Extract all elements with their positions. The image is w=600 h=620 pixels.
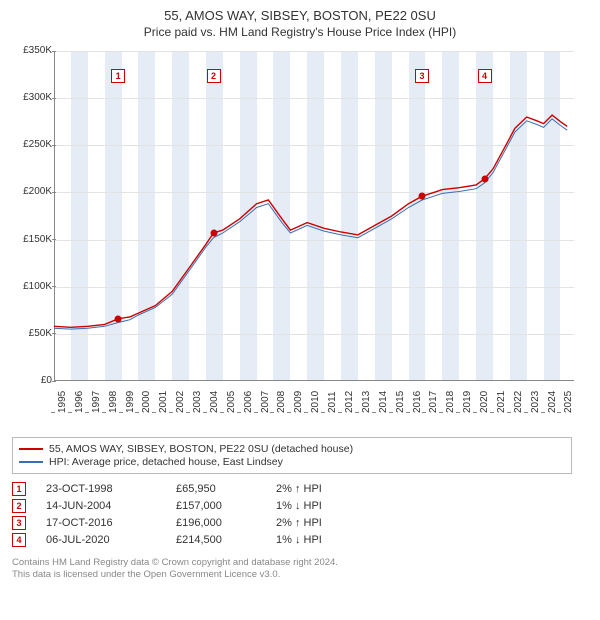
sale-marker-box: 4 (478, 69, 492, 83)
transactions-table: 123-OCT-1998£65,9502% ↑ HPI214-JUN-2004£… (12, 482, 588, 547)
transaction-marker: 3 (12, 516, 26, 530)
sale-marker-box: 3 (415, 69, 429, 83)
x-tick-label: 1999 (125, 391, 136, 413)
legend-label: 55, AMOS WAY, SIBSEY, BOSTON, PE22 0SU (… (49, 443, 353, 455)
x-tick-label: 2025 (563, 391, 574, 413)
x-tick-label: 2019 (462, 391, 473, 413)
x-tick-label: 1997 (91, 391, 102, 413)
x-tick-label: 2017 (428, 391, 439, 413)
transaction-row: 4 06-JUL-2020£214,5001% ↓ HPI (12, 533, 588, 547)
x-tick-label: 2002 (175, 391, 186, 413)
x-tick-label: 2007 (260, 391, 271, 413)
x-tick-label: 2003 (192, 391, 203, 413)
x-tick-label: 2013 (361, 391, 372, 413)
legend-item: HPI: Average price, detached house, East… (19, 456, 565, 468)
transaction-price: £157,000 (176, 500, 276, 512)
page-subtitle: Price paid vs. HM Land Registry's House … (12, 25, 588, 39)
price-chart: £0 £50K £100K £150K £200K £250K £300K £350K 199… (12, 47, 588, 427)
y-tick-label: £300K (12, 92, 52, 103)
x-tick-label: 1998 (108, 391, 119, 413)
footer-line-2: This data is licensed under the Open Gov… (12, 569, 588, 581)
x-tick-label: 1995 (57, 391, 68, 413)
legend-swatch (19, 448, 43, 450)
legend-label: HPI: Average price, detached house, East… (49, 456, 283, 468)
transaction-date: 23-OCT-1998 (46, 483, 176, 495)
sale-marker-dot (481, 175, 488, 182)
sale-marker-box: 2 (207, 69, 221, 83)
transaction-price: £196,000 (176, 517, 276, 529)
x-tick-label: 2001 (158, 391, 169, 413)
x-tick-label: 2022 (513, 391, 524, 413)
transaction-row: 2 14-JUN-2004£157,0001% ↓ HPI (12, 499, 588, 513)
x-tick-label: 2011 (327, 391, 338, 413)
chart-lines (54, 51, 574, 381)
y-tick-label: £0 (12, 375, 52, 386)
sale-marker-dot (210, 229, 217, 236)
x-tick-label: 2008 (276, 391, 287, 413)
transaction-marker: 2 (12, 499, 26, 513)
x-tick-label: 2009 (293, 391, 304, 413)
sale-marker-dot (419, 193, 426, 200)
legend-swatch (19, 461, 43, 463)
y-tick-label: £100K (12, 281, 52, 292)
y-tick-label: £150K (12, 234, 52, 245)
transaction-hpi-diff: 1% ↓ HPI (276, 500, 396, 512)
sale-marker-box: 1 (111, 69, 125, 83)
page-title: 55, AMOS WAY, SIBSEY, BOSTON, PE22 0SU (12, 8, 588, 23)
y-tick-label: £250K (12, 139, 52, 150)
x-tick-label: 2023 (530, 391, 541, 413)
transaction-price: £65,950 (176, 483, 276, 495)
transaction-date: 06-JUL-2020 (46, 534, 176, 546)
transaction-row: 1 23-OCT-1998£65,9502% ↑ HPI (12, 482, 588, 496)
x-tick-label: 2018 (445, 391, 456, 413)
x-tick-label: 2000 (141, 391, 152, 413)
x-tick-label: 2014 (378, 391, 389, 413)
footer-attribution: Contains HM Land Registry data © Crown c… (12, 557, 588, 582)
x-tick-label: 1996 (74, 391, 85, 413)
series-line (54, 115, 567, 327)
transaction-hpi-diff: 2% ↑ HPI (276, 517, 396, 529)
footer-line-1: Contains HM Land Registry data © Crown c… (12, 557, 588, 569)
transaction-price: £214,500 (176, 534, 276, 546)
y-tick-label: £200K (12, 186, 52, 197)
y-tick-label: £350K (12, 45, 52, 56)
legend: 55, AMOS WAY, SIBSEY, BOSTON, PE22 0SU (… (12, 437, 572, 474)
legend-item: 55, AMOS WAY, SIBSEY, BOSTON, PE22 0SU (… (19, 443, 565, 455)
x-tick-label: 2010 (310, 391, 321, 413)
sale-marker-dot (115, 315, 122, 322)
transaction-marker: 1 (12, 482, 26, 496)
x-tick-label: 2020 (479, 391, 490, 413)
x-tick-label: 2012 (344, 391, 355, 413)
x-tick-label: 2024 (547, 391, 558, 413)
transaction-hpi-diff: 2% ↑ HPI (276, 483, 396, 495)
x-tick-label: 2015 (395, 391, 406, 413)
x-tick-label: 2021 (496, 391, 507, 413)
x-tick-label: 2004 (209, 391, 220, 413)
x-tick-label: 2006 (243, 391, 254, 413)
transaction-hpi-diff: 1% ↓ HPI (276, 534, 396, 546)
transaction-date: 17-OCT-2016 (46, 517, 176, 529)
x-tick-label: 2016 (412, 391, 423, 413)
transaction-date: 14-JUN-2004 (46, 500, 176, 512)
y-tick-label: £50K (12, 328, 52, 339)
transaction-row: 3 17-OCT-2016£196,0002% ↑ HPI (12, 516, 588, 530)
x-tick-label: 2005 (226, 391, 237, 413)
transaction-marker: 4 (12, 533, 26, 547)
